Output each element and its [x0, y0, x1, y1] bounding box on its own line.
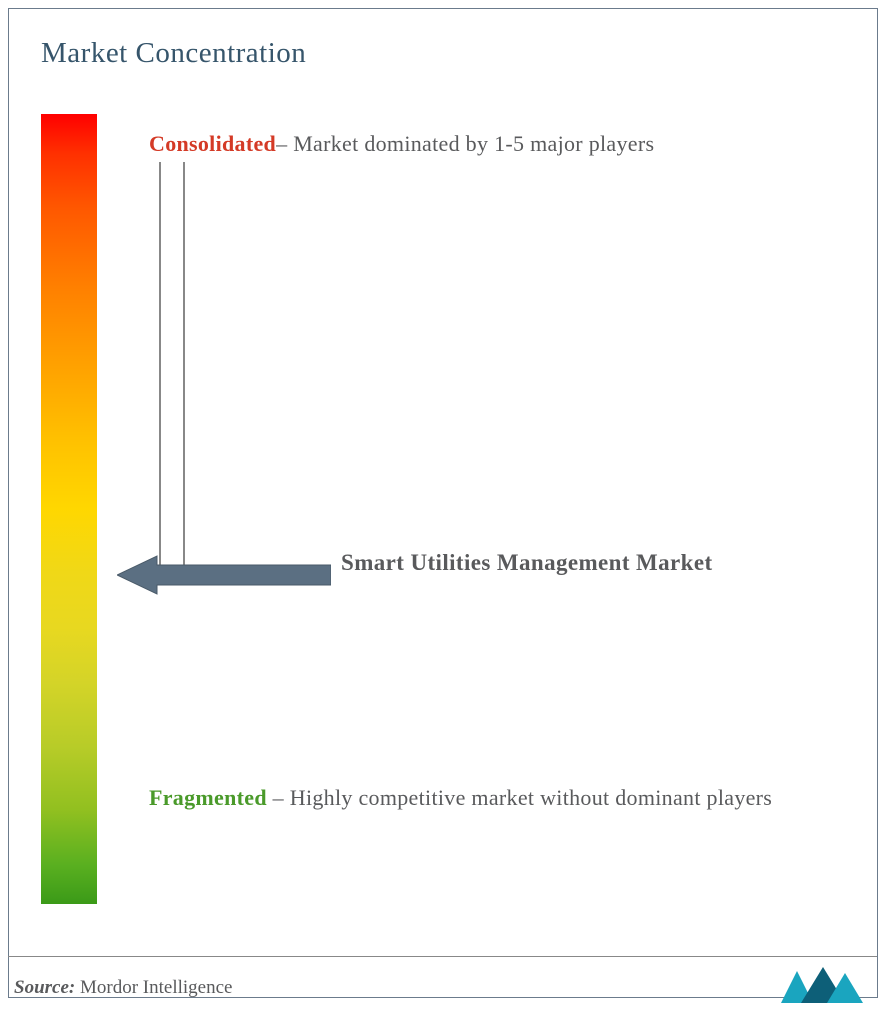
source-attribution: Source: Mordor Intelligence: [8, 977, 232, 999]
bracket-connector: [159, 162, 201, 572]
bracket-line-inner: [183, 162, 201, 572]
consolidated-label-block: Consolidated– Market dominated by 1-5 ma…: [149, 118, 843, 171]
fragmented-description: – Highly competitive market without domi…: [267, 785, 772, 810]
footer: Source: Mordor Intelligence: [8, 956, 877, 1008]
content-area: Consolidated– Market dominated by 1-5 ma…: [41, 114, 853, 904]
fragmented-term: Fragmented: [149, 785, 267, 810]
arrow-icon: [117, 552, 331, 598]
logo-icon: [779, 965, 869, 1005]
fragmented-label-block: Fragmented – Highly competitive market w…: [149, 772, 843, 825]
infographic-frame: Market Concentration Consolidated– Marke…: [8, 8, 878, 998]
source-label: Source:: [14, 977, 75, 998]
concentration-gradient-bar: [41, 114, 97, 904]
consolidated-term: Consolidated: [149, 131, 276, 156]
market-name-label: Smart Utilities Management Market: [341, 546, 713, 581]
market-position-arrow: [117, 552, 331, 598]
source-text: Mordor Intelligence: [75, 977, 232, 998]
brand-logo: [779, 965, 877, 1010]
page-title: Market Concentration: [41, 37, 853, 70]
consolidated-description: – Market dominated by 1-5 major players: [276, 131, 654, 156]
